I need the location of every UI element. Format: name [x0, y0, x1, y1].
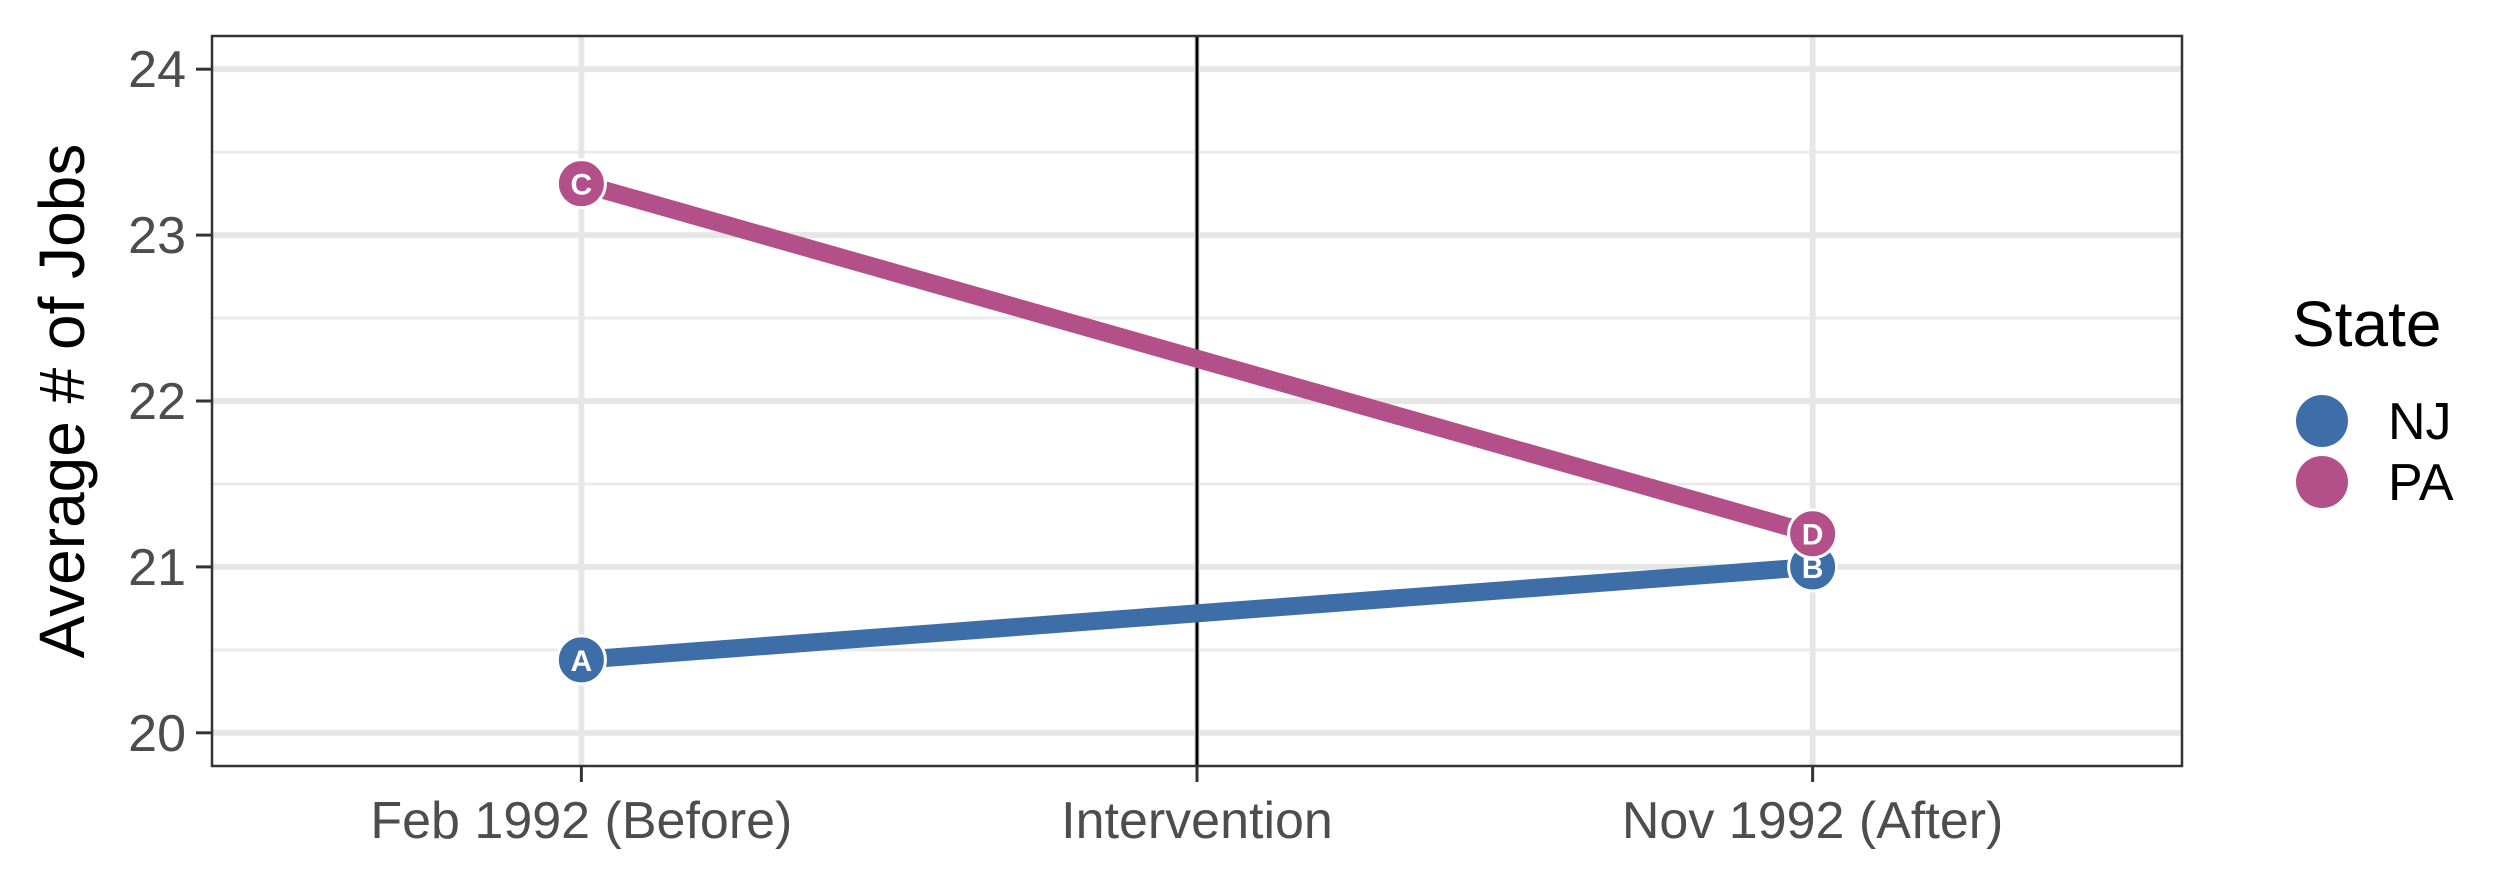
legend-key-nj — [2296, 395, 2348, 447]
series-layer: A B C D — [555, 158, 1839, 686]
y-tick-label: 20 — [128, 705, 186, 763]
y-axis: 20 21 22 23 24 — [128, 41, 212, 763]
series-line-pa — [578, 175, 1816, 543]
data-point-pa — [1787, 508, 1839, 560]
y-tick-label: 23 — [128, 207, 186, 265]
x-tick-label: Nov 1992 (After) — [1622, 792, 2004, 850]
x-axis: Feb 1992 (Before) Intervention Nov 1992 (A… — [370, 766, 2003, 850]
legend-key-pa — [2296, 456, 2348, 508]
y-axis-label: Average # of Jobs — [26, 144, 98, 659]
series-line-nj — [580, 557, 1814, 669]
legend-label-nj: NJ — [2388, 393, 2452, 451]
y-tick-label: 24 — [128, 41, 186, 99]
legend-title: State — [2292, 288, 2441, 360]
y-tick-label: 22 — [128, 373, 186, 431]
point-label: B — [1802, 552, 1824, 585]
legend-label-pa: PA — [2388, 454, 2454, 512]
point-label: D — [1802, 519, 1824, 552]
data-point-nj — [555, 634, 607, 686]
point-label: C — [571, 169, 593, 202]
x-tick-label: Feb 1992 (Before) — [370, 792, 792, 850]
point-label: A — [571, 645, 593, 678]
y-tick-label: 21 — [128, 539, 186, 597]
x-tick-label: Intervention — [1061, 792, 1333, 850]
data-point-pa — [555, 158, 607, 210]
